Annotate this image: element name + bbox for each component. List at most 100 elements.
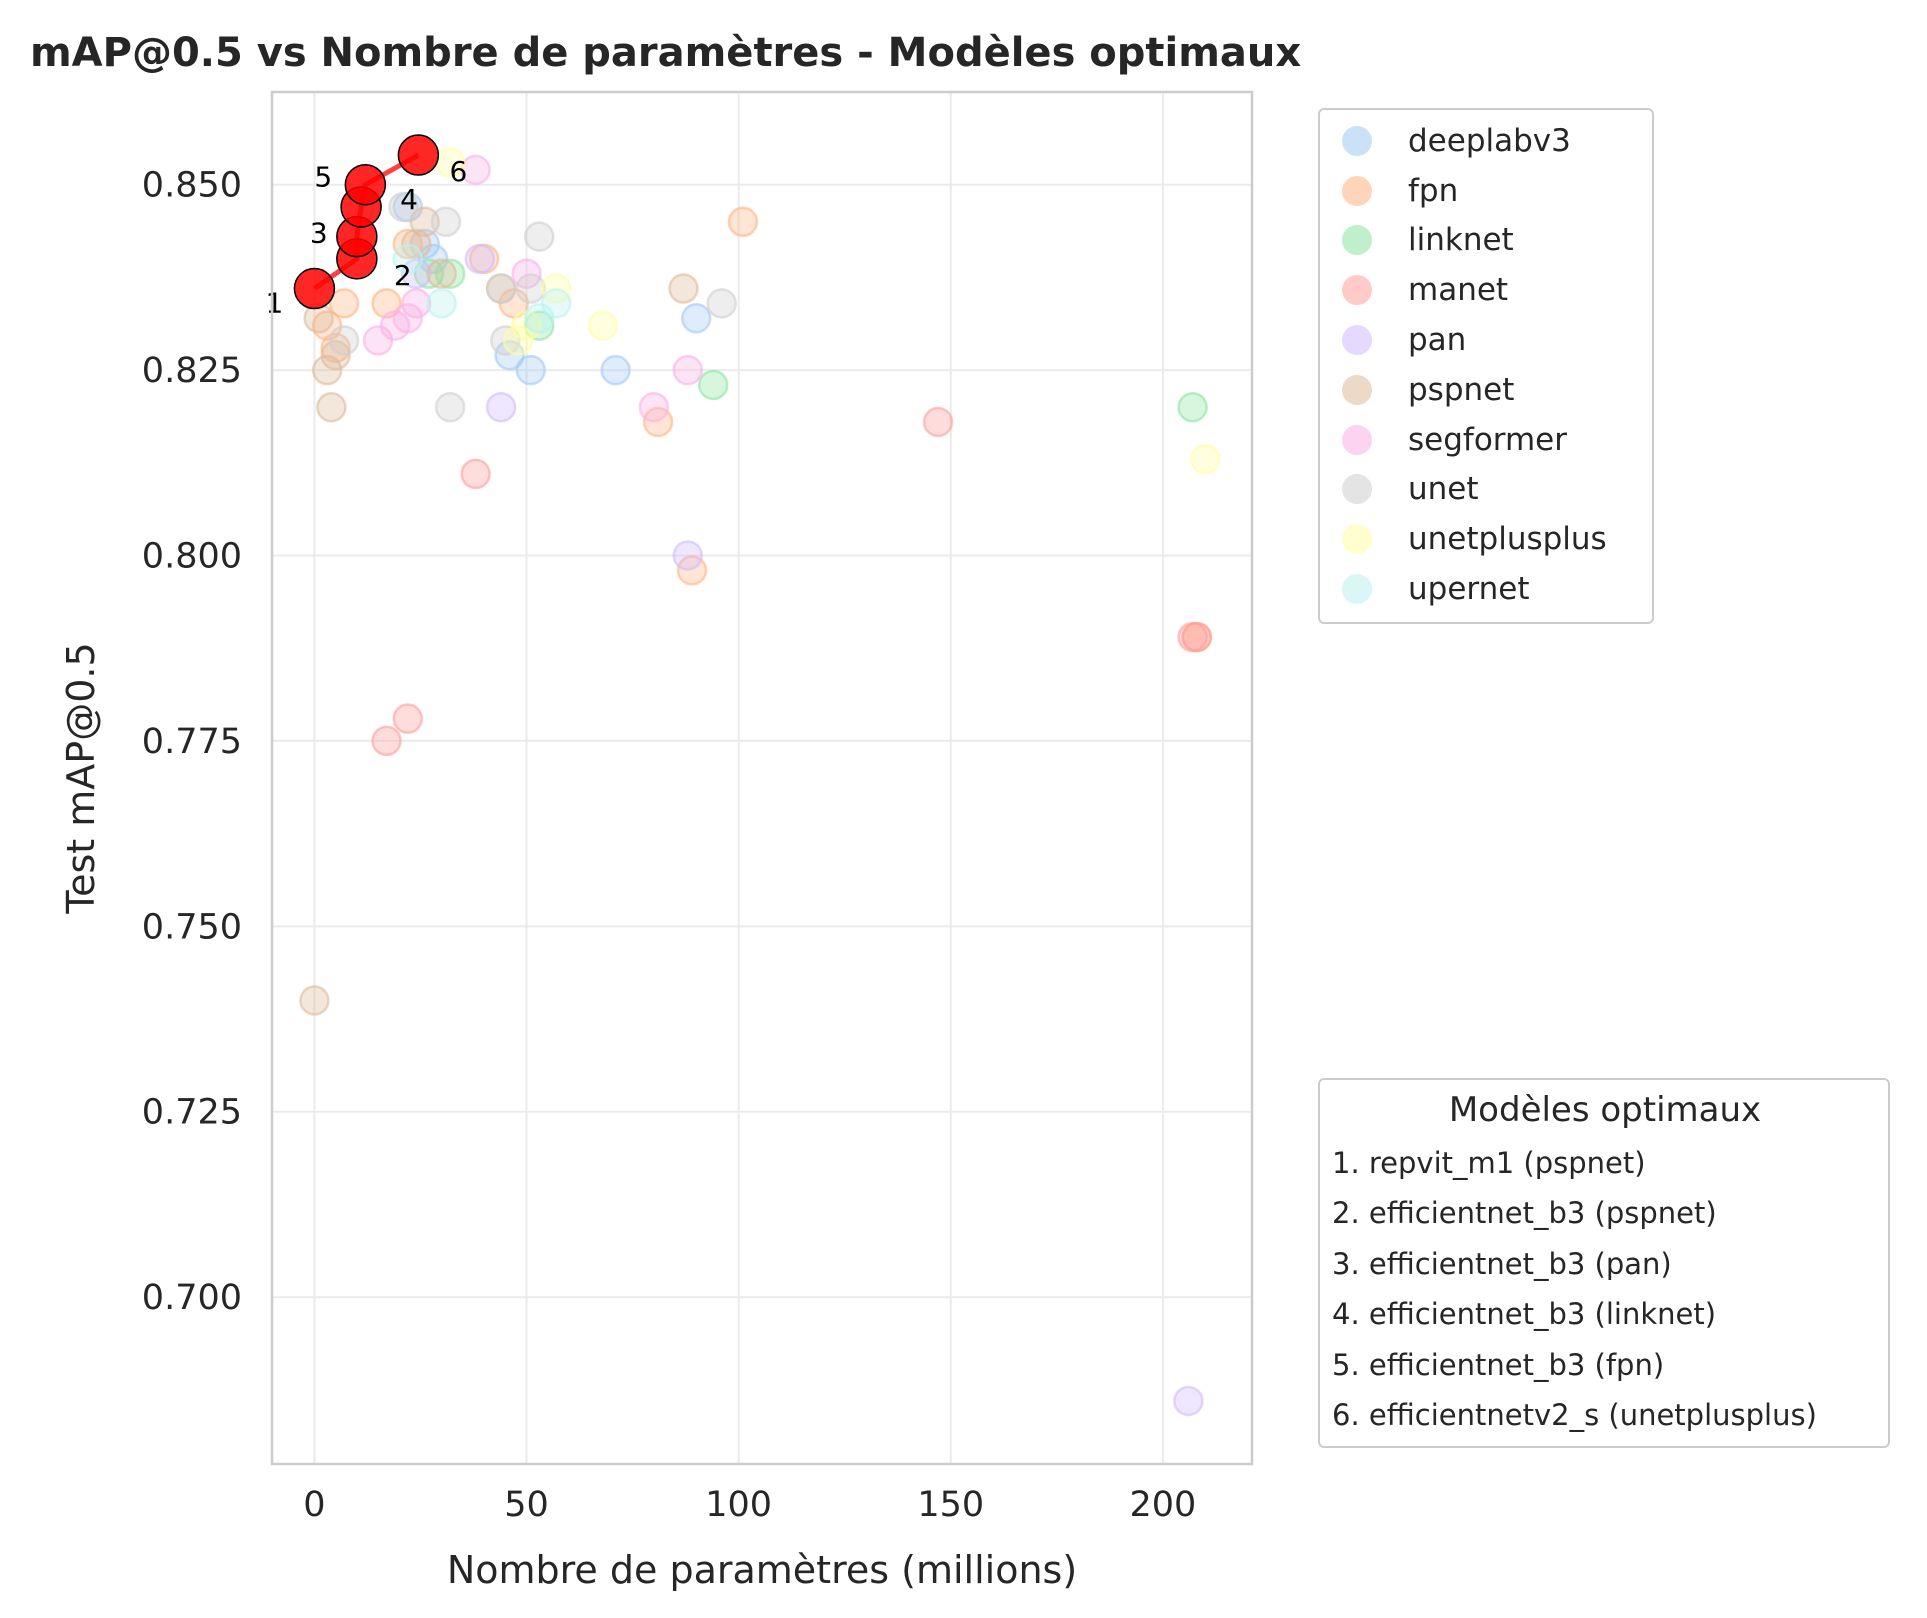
- scatter-point: [670, 275, 698, 303]
- optimal-point-label: 2: [394, 259, 412, 292]
- legend-marker: [1342, 126, 1372, 156]
- legend-marker: [1342, 375, 1372, 405]
- x-ticks: 0 50 100 150 200: [303, 1485, 1196, 1525]
- optimal-legend-item: 3. efficientnet_b3 (pan): [1332, 1239, 1878, 1289]
- optimal-legend-item: 5. efficientnet_b3 (fpn): [1332, 1340, 1878, 1390]
- legend-label: fpn: [1408, 173, 1458, 209]
- series-manet: [373, 408, 1211, 755]
- series-layer: [300, 148, 1219, 1415]
- x-tick-label: 150: [917, 1485, 984, 1525]
- legend-label: unet: [1408, 471, 1479, 507]
- legend-label: upernet: [1408, 571, 1529, 607]
- scatter-point: [1183, 623, 1211, 651]
- legend-item-unet: unet: [1342, 465, 1640, 515]
- legend-item-upernet: upernet: [1342, 564, 1640, 614]
- scatter-point: [674, 356, 702, 384]
- scatter-point: [487, 393, 515, 421]
- y-tick-label: 0.750: [142, 907, 242, 947]
- optimal-legend-item: 4. efficientnet_b3 (linknet): [1332, 1289, 1878, 1339]
- optimal-point-label: 1: [266, 287, 284, 320]
- legend-item-fpn: fpn: [1342, 166, 1640, 216]
- scatter-point: [517, 275, 545, 303]
- legend-marker: [1342, 524, 1372, 554]
- y-axis-label: Test mAP@0.5: [59, 642, 103, 914]
- y-tick-label: 0.850: [142, 166, 242, 206]
- series-legend: deeplabv3 fpn linknet manet pan pspnet segform…: [1318, 108, 1654, 624]
- scatter-point: [589, 312, 617, 340]
- y-tick-label: 0.800: [142, 537, 242, 577]
- scatter-point: [525, 223, 553, 251]
- scatter-point: [1174, 1387, 1202, 1415]
- optimal-point: [398, 135, 438, 175]
- scatter-point: [436, 393, 464, 421]
- series-pan: [402, 245, 1202, 1415]
- optimal-point-label: 6: [449, 155, 467, 188]
- legend-marker: [1342, 325, 1372, 355]
- scatter-point: [373, 727, 401, 755]
- legend-marker: [1342, 474, 1372, 504]
- legend-label: manet: [1408, 272, 1508, 308]
- legend-label: unetplusplus: [1408, 521, 1607, 557]
- optimal-legend-title: Modèles optimaux: [1332, 1090, 1878, 1130]
- x-tick-label: 100: [705, 1485, 772, 1525]
- scatter-point: [699, 371, 727, 399]
- scatter-point: [432, 208, 460, 236]
- scatter-point: [402, 289, 430, 317]
- optimal-legend-item: 2. efficientnet_b3 (pspnet): [1332, 1188, 1878, 1238]
- y-tick-label: 0.700: [142, 1278, 242, 1318]
- legend-item-deeplabv3: deeplabv3: [1342, 116, 1640, 166]
- legend-marker: [1342, 275, 1372, 305]
- scatter-point: [1191, 445, 1219, 473]
- scatter-point: [708, 289, 736, 317]
- scatter-point: [729, 208, 757, 236]
- legend-marker: [1342, 176, 1372, 206]
- scatter-point: [330, 326, 358, 354]
- y-tick-label: 0.725: [142, 1093, 242, 1133]
- legend-item-pspnet: pspnet: [1342, 365, 1640, 415]
- scatter-point: [462, 460, 490, 488]
- y-ticks: 0.700 0.725 0.750 0.775 0.800 0.825 0.850: [142, 166, 242, 1318]
- scatter-point: [428, 260, 456, 288]
- optimal-legend-item: 1. repvit_m1 (pspnet): [1332, 1138, 1878, 1188]
- legend-label: pspnet: [1408, 372, 1514, 408]
- scatter-point: [640, 393, 668, 421]
- scatter-point: [602, 356, 630, 384]
- x-tick-label: 0: [303, 1485, 325, 1525]
- legend-item-linknet: linknet: [1342, 216, 1640, 266]
- scatter-point: [525, 304, 553, 332]
- scatter-point: [317, 393, 345, 421]
- legend-item-segformer: segformer: [1342, 415, 1640, 465]
- legend-label: linknet: [1408, 222, 1514, 258]
- y-tick-label: 0.825: [142, 351, 242, 391]
- y-tick-label: 0.775: [142, 722, 242, 762]
- scatter-point: [674, 542, 702, 570]
- scatter-point: [487, 275, 515, 303]
- scatter-point: [300, 986, 328, 1014]
- optimal-point: [345, 165, 385, 205]
- legend-item-unetplusplus: unetplusplus: [1342, 514, 1640, 564]
- optimal-models-legend: Modèles optimaux 1. repvit_m1 (pspnet) 2…: [1318, 1078, 1890, 1448]
- scatter-point: [924, 408, 952, 436]
- legend-label: deeplabv3: [1408, 123, 1571, 159]
- legend-label: pan: [1408, 322, 1466, 358]
- optimal-point-label: 4: [400, 183, 418, 216]
- optimal-legend-item: 6. efficientnetv2_s (unetplusplus): [1332, 1390, 1878, 1440]
- scatter-point: [682, 304, 710, 332]
- scatter-point: [394, 705, 422, 733]
- optimal-point-label: 3: [310, 217, 328, 250]
- optimal-point-label: 5: [314, 161, 332, 194]
- x-tick-label: 50: [504, 1485, 549, 1525]
- scatter-point: [517, 356, 545, 384]
- x-axis-label: Nombre de paramètres (millions): [447, 1548, 1077, 1592]
- scatter-point: [1179, 393, 1207, 421]
- chart-title: mAP@0.5 vs Nombre de paramètres - Modèle…: [30, 30, 1301, 76]
- legend-marker: [1342, 225, 1372, 255]
- legend-marker: [1342, 425, 1372, 455]
- scatter-point: [466, 245, 494, 273]
- legend-label: segformer: [1408, 422, 1567, 458]
- optimal-point: [294, 269, 334, 309]
- legend-item-pan: pan: [1342, 315, 1640, 365]
- x-tick-label: 200: [1130, 1485, 1197, 1525]
- legend-marker: [1342, 574, 1372, 604]
- scatter-point: [428, 289, 456, 317]
